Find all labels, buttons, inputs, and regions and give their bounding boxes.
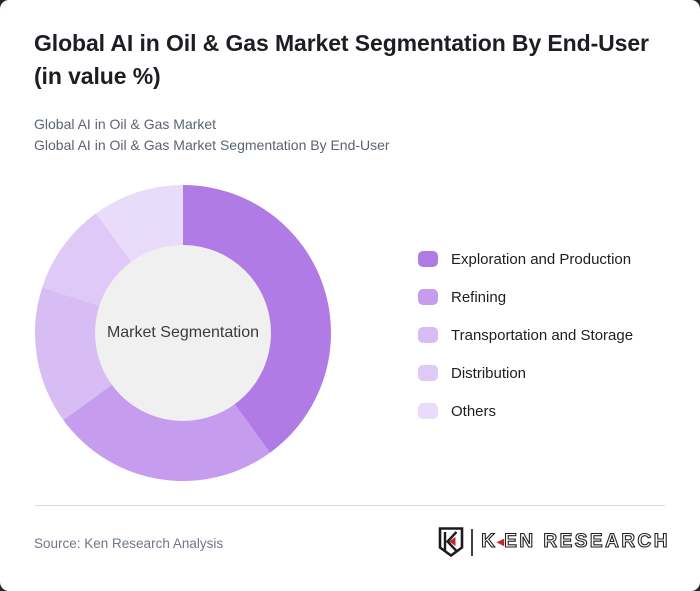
legend-item: Refining: [418, 288, 633, 306]
legend-swatch: [418, 403, 438, 419]
logo-wordmark: K◀EN RESEARCH: [481, 530, 670, 552]
legend-swatch: [418, 327, 438, 343]
legend-item: Transportation and Storage: [418, 326, 634, 344]
footer-divider: [35, 505, 665, 506]
donut-chart: Market Segmentation: [35, 185, 331, 481]
legend-swatch: [418, 365, 438, 381]
legend-label: Others: [451, 402, 497, 420]
chart-legend: Exploration and Production Refining Transp…: [418, 250, 634, 420]
legend-label: Transportation and Storage: [451, 326, 634, 344]
donut-chart-svg: [35, 185, 331, 481]
legend-item: Exploration and Production: [418, 250, 633, 268]
subtitle-line-1: Global AI in Oil & Gas Market: [34, 116, 217, 132]
chart-title: Global AI in Oil & Gas Market Segmentati…: [34, 30, 649, 89]
legend-item: Others: [418, 402, 633, 420]
legend-item: Distribution: [418, 364, 633, 382]
shield-triangle-icon: [449, 537, 456, 546]
legend-label: Distribution: [451, 364, 527, 382]
subtitle-line-2: Global AI in Oil & Gas Market Segmentati…: [34, 137, 390, 153]
legend-label: Exploration and Production: [451, 250, 632, 268]
logo-k-triangle-icon: ◀: [496, 537, 505, 548]
legend-label: Refining: [451, 288, 507, 306]
chart-subtitle: Global AI in Oil & Gas Market Global AI …: [34, 114, 390, 156]
donut-hole: [95, 245, 271, 421]
ken-research-logo: K◀EN RESEARCH: [438, 526, 670, 558]
logo-shield-icon: [438, 527, 464, 557]
source-text: Source: Ken Research Analysis: [34, 536, 224, 551]
logo-separator: [471, 528, 474, 556]
legend-swatch: [418, 251, 438, 267]
legend-swatch: [418, 289, 438, 305]
